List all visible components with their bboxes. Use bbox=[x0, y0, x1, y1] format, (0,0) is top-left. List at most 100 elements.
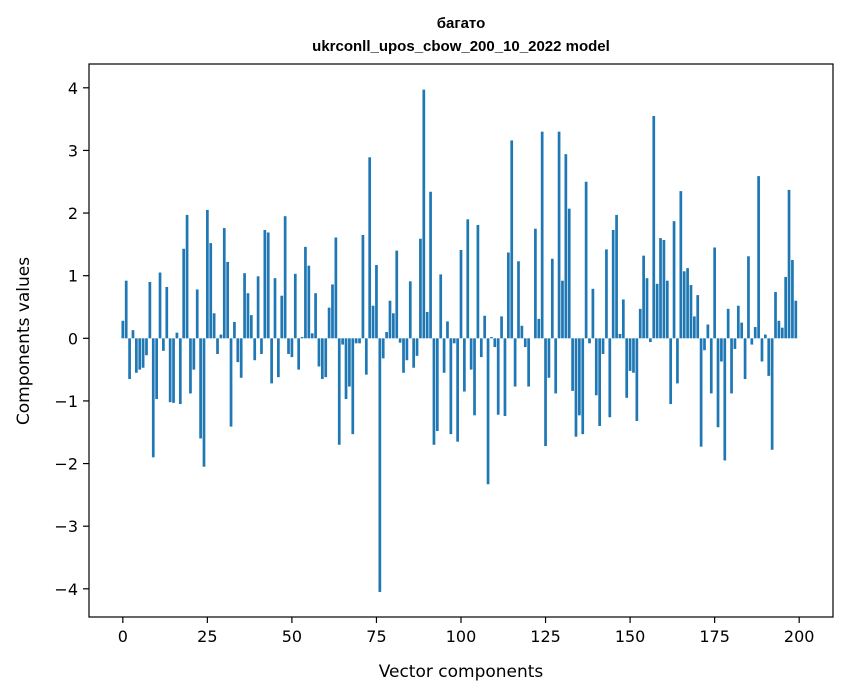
bar-33 bbox=[233, 322, 236, 339]
bar-0 bbox=[121, 320, 125, 339]
x-tick-label: 0 bbox=[118, 627, 128, 646]
bar-63 bbox=[334, 237, 338, 339]
bar-172 bbox=[703, 338, 706, 351]
bar-194 bbox=[777, 320, 781, 339]
x-tick-label: 175 bbox=[699, 627, 730, 646]
bar-168 bbox=[689, 285, 693, 339]
bar-180 bbox=[730, 338, 733, 394]
bar-114 bbox=[506, 252, 510, 339]
bar-157 bbox=[652, 115, 656, 339]
bar-96 bbox=[446, 321, 449, 339]
bar-138 bbox=[588, 338, 591, 344]
bar-176 bbox=[716, 338, 720, 428]
bar-75 bbox=[375, 265, 378, 339]
bar-109 bbox=[490, 337, 493, 339]
bar-102 bbox=[466, 219, 470, 339]
bar-98 bbox=[452, 338, 456, 344]
bar-72 bbox=[364, 338, 368, 375]
bar-113 bbox=[503, 338, 507, 416]
bar-189 bbox=[760, 338, 764, 362]
bar-58 bbox=[317, 338, 321, 367]
bar-140 bbox=[594, 338, 598, 396]
bar-196 bbox=[784, 276, 788, 339]
bar-76 bbox=[378, 338, 382, 592]
bar-159 bbox=[659, 238, 662, 339]
bar-170 bbox=[696, 295, 700, 339]
bar-55 bbox=[307, 265, 311, 339]
bar-190 bbox=[764, 334, 767, 339]
bar-19 bbox=[185, 214, 189, 339]
bar-177 bbox=[720, 338, 723, 362]
bar-128 bbox=[554, 338, 558, 394]
plot-frame bbox=[88, 63, 834, 618]
x-tick-label: 100 bbox=[446, 627, 477, 646]
bar-148 bbox=[621, 299, 625, 339]
x-tick-label: 50 bbox=[282, 627, 302, 646]
bar-179 bbox=[726, 308, 730, 339]
bar-67 bbox=[348, 338, 351, 387]
bar-35 bbox=[239, 338, 243, 378]
bar-193 bbox=[774, 291, 777, 339]
bar-151 bbox=[632, 338, 635, 373]
chart-subtitle: ukrconll_upos_cbow_200_10_2022 model bbox=[312, 38, 610, 55]
bar-143 bbox=[605, 249, 608, 339]
bar-133 bbox=[571, 338, 574, 391]
bar-158 bbox=[655, 283, 659, 339]
bar-45 bbox=[273, 278, 277, 339]
bar-37 bbox=[246, 293, 250, 339]
bar-185 bbox=[747, 256, 750, 339]
y-tick-label: −3 bbox=[54, 517, 78, 536]
bar-93 bbox=[435, 338, 439, 431]
bar-187 bbox=[753, 327, 757, 339]
bar-111 bbox=[496, 338, 500, 415]
bar-48 bbox=[283, 216, 287, 339]
x-tick-label: 125 bbox=[530, 627, 561, 646]
bar-173 bbox=[706, 324, 710, 339]
bar-10 bbox=[155, 338, 158, 400]
x-tick-label: 150 bbox=[615, 627, 646, 646]
bar-29 bbox=[219, 334, 223, 339]
bar-26 bbox=[209, 243, 213, 339]
bar-92 bbox=[432, 338, 436, 445]
bar-178 bbox=[723, 338, 727, 461]
bar-70 bbox=[358, 338, 361, 344]
x-tick-label: 75 bbox=[366, 627, 386, 646]
bar-31 bbox=[226, 261, 230, 339]
bar-115 bbox=[510, 140, 514, 339]
bar-156 bbox=[649, 338, 652, 343]
bar-14 bbox=[168, 338, 172, 403]
bar-28 bbox=[216, 338, 219, 354]
bar-49 bbox=[287, 338, 290, 354]
bar-56 bbox=[310, 333, 314, 339]
x-axis-label: Vector components bbox=[379, 662, 544, 682]
bar-99 bbox=[456, 338, 459, 442]
bar-81 bbox=[395, 250, 399, 339]
y-tick-label: 3 bbox=[68, 141, 78, 160]
bar-132 bbox=[567, 208, 571, 339]
bar-90 bbox=[425, 312, 429, 339]
bar-105 bbox=[476, 224, 480, 339]
bar-174 bbox=[709, 338, 713, 394]
bar-42 bbox=[263, 229, 267, 339]
bar-13 bbox=[165, 286, 169, 339]
bar-155 bbox=[645, 278, 649, 339]
bar-88 bbox=[419, 238, 422, 339]
bar-79 bbox=[388, 300, 392, 339]
bar-73 bbox=[368, 157, 372, 339]
bar-1 bbox=[124, 280, 128, 339]
bar-169 bbox=[692, 316, 696, 339]
y-axis-ticks: −4 −3 −2 −1 0 1 2 3 4 bbox=[54, 79, 89, 599]
bar-163 bbox=[672, 221, 676, 339]
bar-36 bbox=[243, 273, 246, 339]
bar-12 bbox=[162, 338, 165, 351]
bar-182 bbox=[736, 305, 740, 339]
bar-164 bbox=[676, 338, 679, 384]
bar-91 bbox=[429, 191, 432, 339]
bar-137 bbox=[584, 181, 588, 339]
bar-52 bbox=[297, 338, 301, 370]
bar-74 bbox=[371, 305, 375, 339]
bar-18 bbox=[182, 248, 186, 339]
bar-135 bbox=[578, 338, 581, 416]
bar-20 bbox=[189, 338, 192, 394]
